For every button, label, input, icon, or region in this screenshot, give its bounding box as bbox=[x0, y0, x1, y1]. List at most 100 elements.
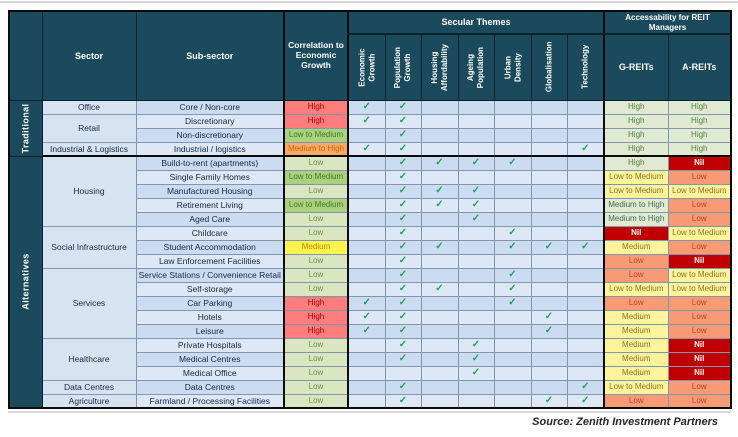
theme-check-cell bbox=[530, 365, 568, 381]
g-reits-cell: High bbox=[603, 113, 669, 129]
table-row: Single Family Homes Low to Medium ✓ Low to … bbox=[9, 169, 732, 185]
theme-check-cell bbox=[530, 99, 568, 115]
theme-check-cell: ✓ bbox=[566, 393, 605, 409]
theme-check-cell bbox=[566, 113, 605, 129]
theme-check-cell bbox=[420, 169, 459, 185]
subsector-cell: Student Accommodation bbox=[135, 239, 285, 255]
correlation-cell: High bbox=[283, 113, 349, 129]
a-reits-cell: Low bbox=[667, 323, 732, 339]
col-header-correlation: Correlation to Economic Growth bbox=[283, 10, 349, 101]
sector-cell: Healthcare bbox=[41, 337, 137, 381]
g-reits-cell: Medium to High bbox=[603, 197, 669, 213]
check-icon: ✓ bbox=[508, 157, 517, 169]
source-credit: Source: Zenith Investment Partners bbox=[532, 416, 718, 428]
check-icon: ✓ bbox=[435, 283, 444, 294]
theme-column-header: Population Growth bbox=[384, 33, 422, 101]
theme-check-cell: ✓ bbox=[457, 155, 495, 171]
check-icon: ✓ bbox=[581, 142, 590, 154]
theme-check-cell bbox=[493, 337, 532, 353]
theme-check-cell bbox=[566, 323, 605, 339]
theme-check-cell: ✓ bbox=[384, 225, 422, 241]
theme-check-cell bbox=[493, 141, 532, 157]
g-reits-cell: Low to Medium bbox=[603, 281, 669, 297]
theme-check-cell bbox=[420, 365, 459, 381]
g-reits-cell: Low bbox=[603, 295, 669, 311]
g-reits-cell: High bbox=[603, 99, 669, 115]
theme-check-cell bbox=[420, 113, 459, 129]
check-icon: ✓ bbox=[508, 297, 517, 308]
g-reits-cell: High bbox=[603, 127, 669, 143]
subsector-cell: Discretionary bbox=[135, 113, 285, 129]
vertical-label: Urban Density bbox=[502, 52, 522, 82]
bottom-divider bbox=[8, 411, 731, 413]
vertical-label: Population Growth bbox=[393, 46, 413, 88]
table-row: Retail Discretionary High ✓ ✓ High High bbox=[9, 113, 732, 143]
theme-check-cell bbox=[530, 197, 568, 213]
reit-sector-matrix-table: Sector Sub-sector Correlation to Economi… bbox=[8, 10, 733, 409]
theme-check-cell: ✓ bbox=[493, 281, 532, 297]
theme-column-header: Housing Affordability bbox=[420, 33, 459, 101]
a-reits-cell: High bbox=[667, 113, 732, 129]
theme-check-cell bbox=[420, 267, 459, 283]
g-reits-cell: Medium bbox=[603, 365, 669, 381]
accessibility-band: Accessability for REIT Managers bbox=[603, 10, 732, 35]
theme-check-cell bbox=[493, 127, 532, 143]
theme-check-cell bbox=[493, 253, 532, 269]
check-icon: ✓ bbox=[362, 142, 371, 154]
check-icon: ✓ bbox=[544, 241, 554, 252]
theme-check-cell: ✓ bbox=[566, 379, 605, 395]
sector-cell: Agriculture bbox=[41, 393, 137, 409]
subsector-cell: Aged Care bbox=[135, 211, 285, 227]
subsector-cell: Data Centres bbox=[135, 379, 285, 395]
theme-check-cell: ✓ bbox=[384, 351, 422, 367]
theme-check-cell: ✓ bbox=[384, 323, 422, 339]
subsector-cell: Medical Office bbox=[135, 365, 285, 381]
theme-check-cell bbox=[493, 309, 532, 325]
secular-themes-band: Secular Themes bbox=[346, 10, 605, 35]
theme-check-cell: ✓ bbox=[347, 99, 386, 115]
theme-check-cell: ✓ bbox=[384, 141, 422, 157]
group-label: Alternatives bbox=[20, 253, 31, 310]
theme-column-header: Urban Density bbox=[493, 33, 532, 101]
a-reits-cell: Low to Medium bbox=[667, 183, 732, 199]
theme-check-cell bbox=[457, 239, 495, 255]
check-icon: ✓ bbox=[581, 381, 590, 392]
theme-check-cell bbox=[420, 127, 459, 143]
g-reits-cell: Medium bbox=[603, 323, 669, 339]
check-icon: ✓ bbox=[362, 115, 371, 126]
correlation-cell: High bbox=[283, 99, 349, 115]
correlation-cell: Low bbox=[283, 183, 349, 199]
g-reits-cell: Medium to High bbox=[603, 211, 669, 227]
theme-check-cell bbox=[566, 127, 605, 143]
theme-check-cell bbox=[347, 127, 386, 143]
theme-check-cell bbox=[566, 197, 605, 213]
theme-check-cell bbox=[347, 281, 386, 297]
subsector-cell: Hotels bbox=[135, 309, 285, 325]
check-icon: ✓ bbox=[362, 311, 371, 322]
theme-check-cell: ✓ bbox=[384, 197, 422, 213]
group-label: Traditional bbox=[20, 103, 31, 153]
check-icon: ✓ bbox=[362, 101, 371, 112]
theme-check-cell bbox=[420, 337, 459, 353]
theme-check-cell: ✓ bbox=[493, 295, 532, 311]
theme-check-cell: ✓ bbox=[420, 155, 459, 171]
check-icon: ✓ bbox=[362, 325, 371, 336]
theme-check-cell: ✓ bbox=[347, 113, 386, 129]
theme-check-cell: ✓ bbox=[384, 239, 422, 255]
a-reits-cell: Nil bbox=[667, 365, 732, 381]
theme-check-cell bbox=[347, 267, 386, 283]
theme-check-cell bbox=[493, 183, 532, 199]
group-label-cell: Alternatives bbox=[8, 155, 43, 409]
correlation-cell: Medium bbox=[283, 239, 349, 255]
col-header-sector: Sector bbox=[41, 10, 137, 101]
theme-check-cell: ✓ bbox=[493, 225, 532, 241]
theme-check-cell bbox=[347, 197, 386, 213]
theme-check-cell: ✓ bbox=[384, 393, 422, 409]
theme-check-cell: ✓ bbox=[530, 309, 568, 325]
group-band-row: Sector Sub-sector Correlation to Economi… bbox=[8, 10, 732, 101]
correlation-cell: Medium to High bbox=[283, 141, 349, 157]
check-icon: ✓ bbox=[398, 283, 408, 294]
theme-check-cell: ✓ bbox=[347, 141, 386, 157]
theme-check-cell bbox=[566, 337, 605, 353]
check-icon: ✓ bbox=[398, 142, 408, 154]
